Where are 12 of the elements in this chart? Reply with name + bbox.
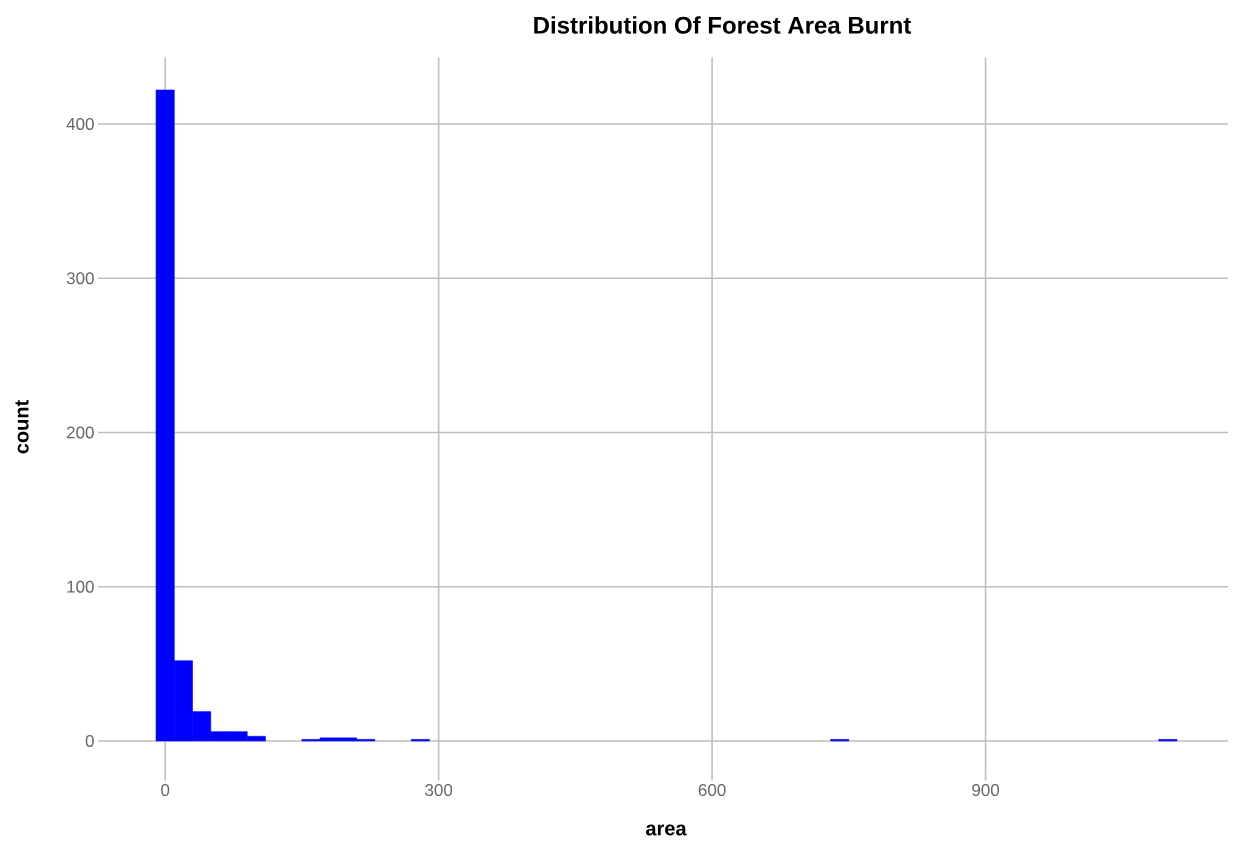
- x-axis-title: area: [646, 824, 687, 836]
- x-tick-label: 900: [972, 784, 1000, 797]
- x-tick-label: 600: [698, 784, 726, 797]
- y-tick-label: 100: [67, 580, 94, 593]
- y-tick-label: 400: [66, 117, 94, 130]
- x-tick-label: 0: [161, 784, 170, 797]
- y-tick-label: 200: [66, 426, 94, 439]
- y-tick-label: 0: [85, 734, 94, 747]
- chart-title: Distribution Of Forest Area Burnt: [534, 16, 912, 34]
- y-axis-title: count: [15, 400, 29, 454]
- x-tick-label: 300: [425, 784, 453, 797]
- y-tick-label: 300: [66, 272, 94, 285]
